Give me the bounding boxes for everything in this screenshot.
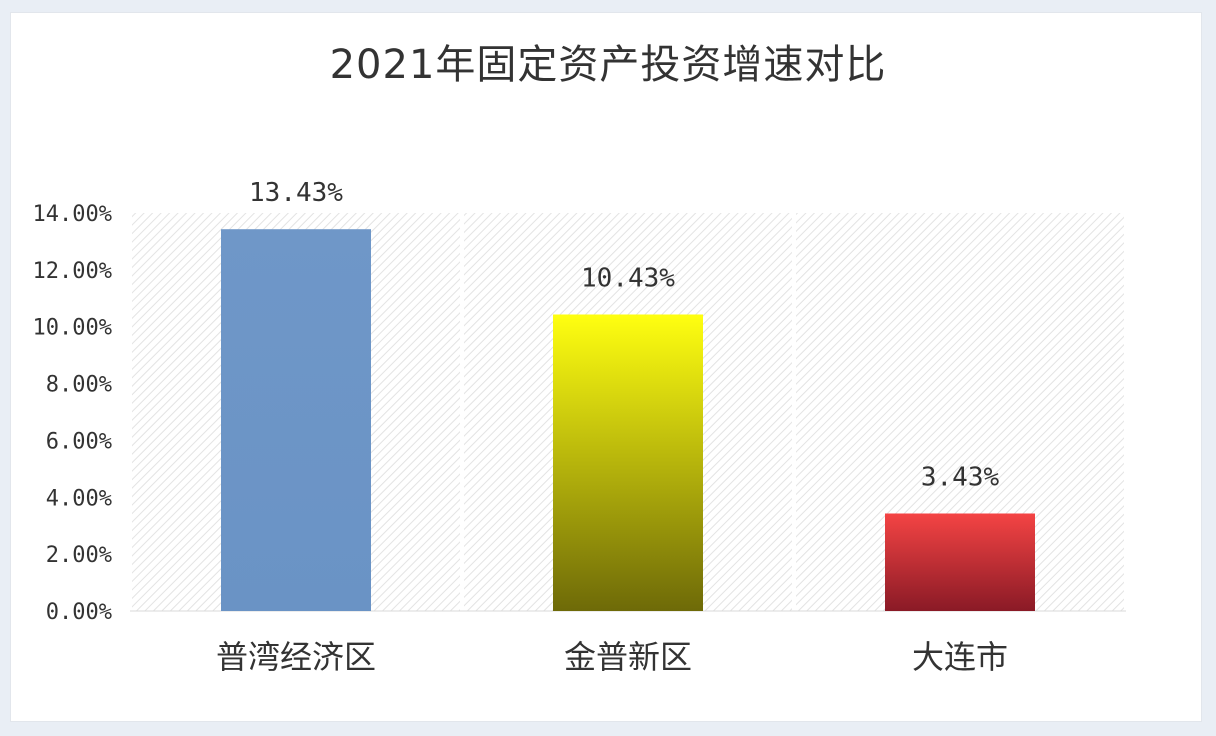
y-tick-label: 12.00%: [33, 259, 112, 284]
bar: [221, 229, 371, 611]
y-tick-label: 14.00%: [33, 202, 112, 227]
category-label: 普湾经济区: [216, 638, 376, 676]
y-tick-label: 6.00%: [46, 429, 112, 454]
chart-title: 2021年固定资产投资增速对比: [329, 42, 887, 88]
y-tick-label: 0.00%: [46, 600, 112, 625]
data-label: 13.43%: [249, 178, 343, 208]
category-label: 金普新区: [564, 638, 692, 676]
data-label: 10.43%: [581, 263, 675, 293]
category-label: 大连市: [912, 638, 1008, 676]
y-tick-label: 4.00%: [46, 486, 112, 511]
bar: [885, 513, 1035, 611]
bar: [553, 314, 703, 611]
y-tick-label: 10.00%: [33, 316, 112, 341]
y-tick-label: 2.00%: [46, 543, 112, 568]
data-label: 3.43%: [921, 462, 1000, 492]
y-tick-label: 8.00%: [46, 373, 112, 398]
